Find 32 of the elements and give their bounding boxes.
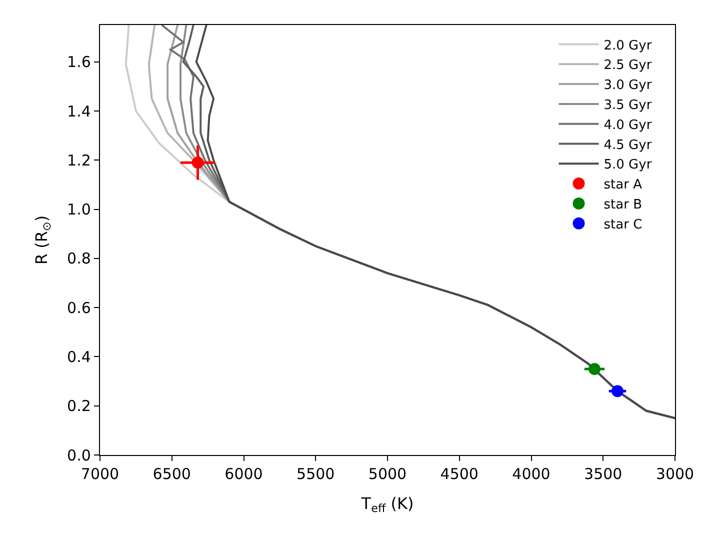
x-tick-label: 3000 <box>656 465 694 484</box>
y-tick-label: 0.2 <box>67 397 91 416</box>
point <box>192 156 204 169</box>
point <box>588 363 600 375</box>
legend-label: 3.5 Gyr <box>604 98 652 114</box>
legend-label: star A <box>604 178 642 193</box>
legend-label: 2.0 Gyr <box>604 38 652 54</box>
legend-label: 3.0 Gyr <box>604 78 652 94</box>
x-tick-label: 5000 <box>368 465 407 484</box>
x-tick-label: 6500 <box>152 465 191 484</box>
y-tick-label: 1.4 <box>67 102 91 120</box>
legend-label: star B <box>604 198 642 213</box>
legend-label: 4.0 Gyr <box>604 118 652 133</box>
legend-label: 4.5 Gyr <box>604 138 652 153</box>
y-tick-label: 1.6 <box>67 53 91 72</box>
y-tick-label: 0.4 <box>67 348 91 366</box>
y-tick-label: 0.6 <box>67 298 91 317</box>
y-tick-label: 1.2 <box>67 151 91 170</box>
x-tick-label: 3500 <box>584 465 622 484</box>
y-tick-label: 0.0 <box>67 446 91 464</box>
legend-label: 2.5 Gyr <box>604 58 652 74</box>
legend-label: star C <box>604 217 642 232</box>
y-tick-label: 1.0 <box>67 200 91 219</box>
y-tick-label: 0.8 <box>67 250 91 268</box>
x-tick-label: 6000 <box>224 465 263 484</box>
x-tick-label: 4000 <box>512 465 550 484</box>
legend-label: 5.0 Gyr <box>604 158 652 173</box>
point <box>612 385 624 398</box>
x-tick-label: 4500 <box>440 465 478 484</box>
x-axis-title: T$_{eff}$ (K) <box>360 494 414 516</box>
x-tick-label: 7000 <box>80 465 120 484</box>
x-tick-label: 5500 <box>296 465 335 484</box>
